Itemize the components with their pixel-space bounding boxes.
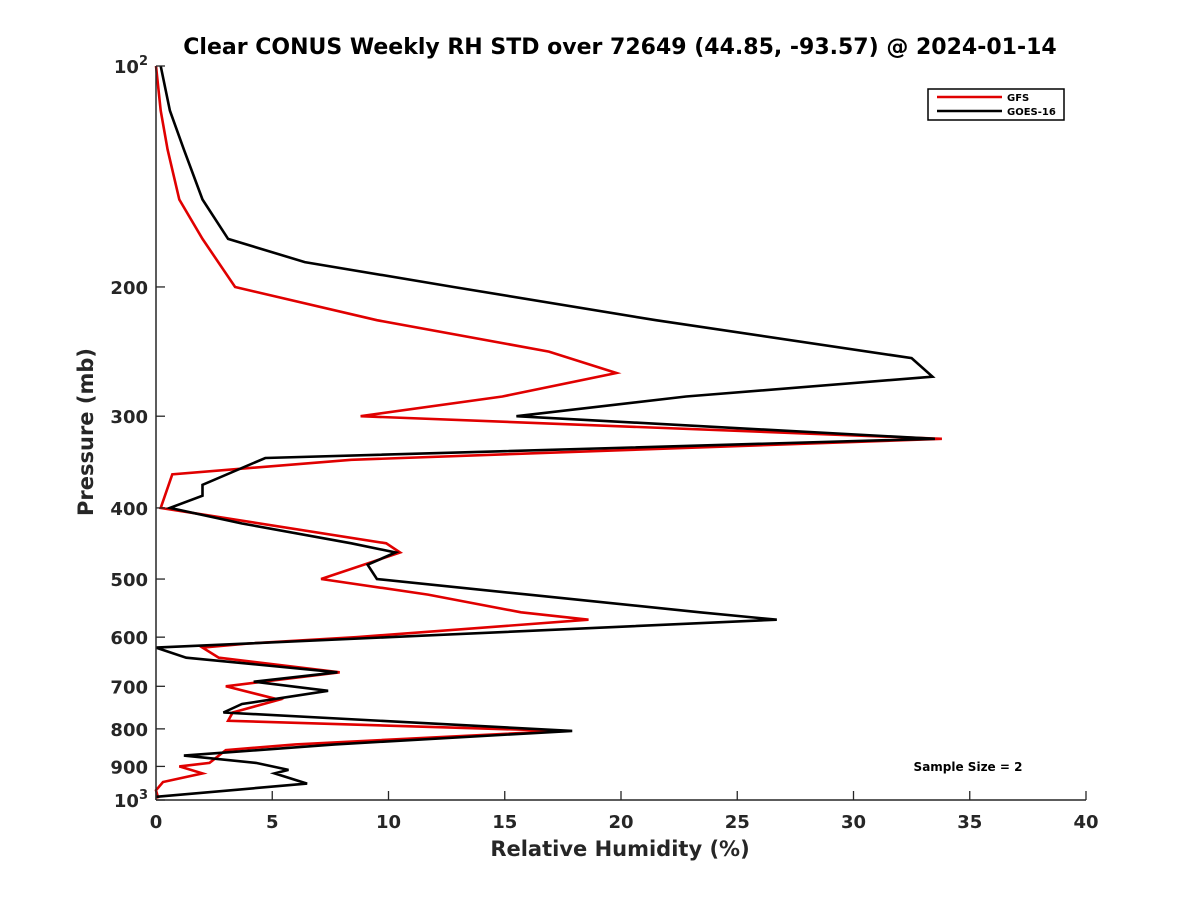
x-tick-label: 35 — [957, 812, 982, 833]
x-tick-label: 0 — [150, 812, 163, 833]
legend-label: GFS — [1007, 93, 1029, 104]
x-tick-label: 20 — [608, 812, 633, 833]
y-tick-label: 200 — [110, 278, 148, 299]
x-axis-ticks: 0 5 10 15 20 25 30 35 40 — [150, 791, 1099, 833]
x-tick-label: 40 — [1073, 812, 1098, 833]
y-tick-label: 900 — [110, 757, 148, 778]
x-tick-label: 30 — [841, 812, 866, 833]
y-tick-label: 500 — [110, 570, 148, 591]
plot-series — [154, 65, 942, 799]
series-line-1 — [155, 65, 936, 799]
series-line-0 — [154, 65, 942, 799]
legend-label: GOES-16 — [1007, 107, 1056, 118]
legend: GFS GOES-16 — [927, 88, 1065, 121]
y-tick-label: 600 — [110, 628, 148, 649]
y-tick-label: 300 — [110, 407, 148, 428]
y-tick-label: 700 — [110, 677, 148, 698]
chart-title: Clear CONUS Weekly RH STD over 72649 (44… — [183, 35, 1056, 60]
sample-size-annotation: Sample Size = 2 — [914, 760, 1023, 774]
x-axis-label: Relative Humidity (%) — [490, 837, 749, 861]
x-tick-label: 10 — [376, 812, 401, 833]
x-tick-label: 25 — [725, 812, 750, 833]
y-tick-label: 800 — [110, 720, 148, 741]
x-tick-label: 5 — [266, 812, 279, 833]
y-tick-label: 400 — [110, 499, 148, 520]
y-axis-label: Pressure (mb) — [74, 348, 98, 516]
x-tick-label: 15 — [492, 812, 517, 833]
legend-box — [927, 88, 1065, 121]
